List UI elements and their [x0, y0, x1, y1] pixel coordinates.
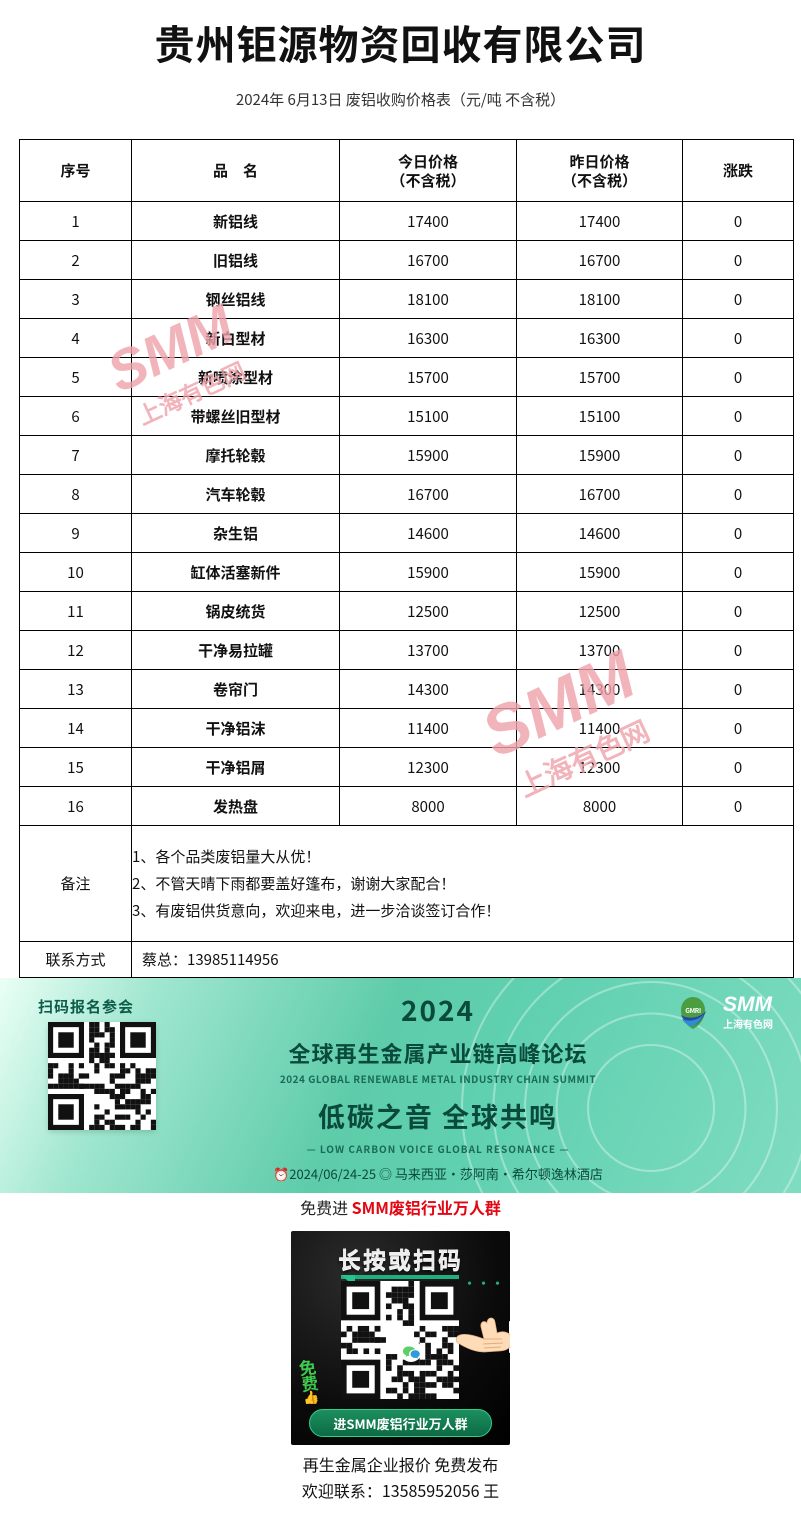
svg-text:GMRI: GMRI	[685, 1005, 701, 1015]
